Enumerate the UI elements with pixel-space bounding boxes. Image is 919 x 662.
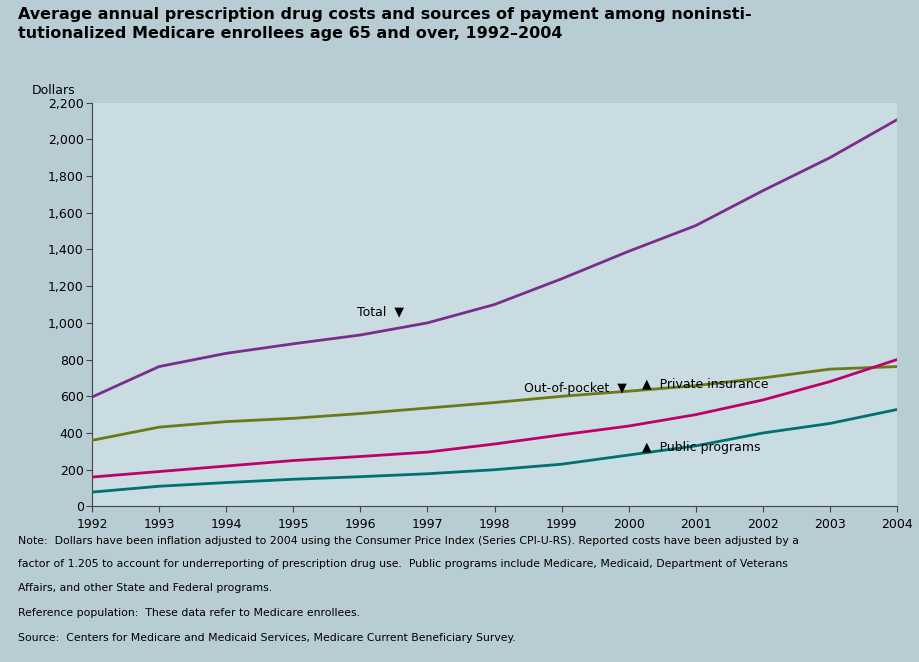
Text: ▲  Public programs: ▲ Public programs <box>641 441 760 454</box>
Text: ▲  Private insurance: ▲ Private insurance <box>641 377 767 391</box>
Text: Reference population:  These data refer to Medicare enrollees.: Reference population: These data refer t… <box>18 608 360 618</box>
Text: Total  ▼: Total ▼ <box>357 305 403 318</box>
Text: Note:  Dollars have been inflation adjusted to 2004 using the Consumer Price Ind: Note: Dollars have been inflation adjust… <box>18 536 799 546</box>
Text: Dollars: Dollars <box>31 83 75 97</box>
Text: Average annual prescription drug costs and sources of payment among noninsti-
tu: Average annual prescription drug costs a… <box>18 7 751 42</box>
Text: factor of 1.205 to account for underreporting of prescription drug use.  Public : factor of 1.205 to account for underrepo… <box>18 559 788 569</box>
Text: Out-of-pocket  ▼: Out-of-pocket ▼ <box>523 381 626 395</box>
Text: Affairs, and other State and Federal programs.: Affairs, and other State and Federal pro… <box>18 583 272 592</box>
Text: Source:  Centers for Medicare and Medicaid Services, Medicare Current Beneficiar: Source: Centers for Medicare and Medicai… <box>18 633 516 643</box>
